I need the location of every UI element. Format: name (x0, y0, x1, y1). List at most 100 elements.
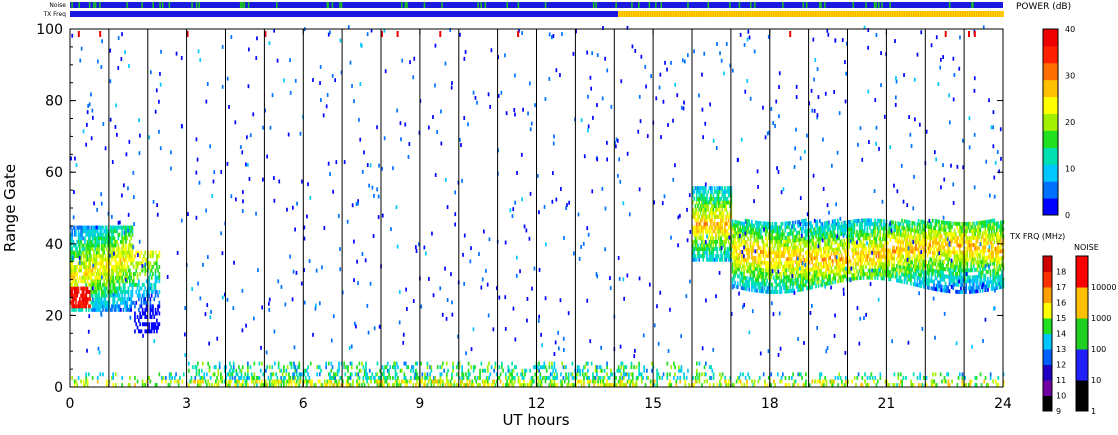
heatmap-cell (628, 376, 630, 380)
heatmap-cell (834, 222, 837, 227)
heatmap-cell (734, 227, 736, 232)
heatmap-cell (854, 251, 857, 256)
heatmap-cell (856, 276, 858, 281)
heatmap-cell (754, 256, 757, 261)
heatmap-cell (631, 372, 634, 377)
heatmap-cell (786, 221, 789, 226)
heatmap-cell (754, 288, 757, 293)
heatmap-cell (703, 243, 706, 248)
heatmap-cell (811, 274, 813, 279)
heatmap-cell (933, 233, 935, 238)
heatmap-cell (79, 250, 81, 255)
heatmap-cell (922, 277, 925, 282)
heatmap-cell (335, 383, 338, 387)
heatmap-cell (499, 372, 502, 377)
heatmap-cell (880, 262, 883, 266)
heatmap-cell (775, 282, 778, 287)
heatmap-cell (606, 361, 608, 366)
heatmap-cell (905, 219, 907, 224)
heatmap-cell (808, 228, 811, 233)
heatmap-cell (781, 221, 784, 226)
heatmap-cell (797, 277, 799, 282)
heatmap-cell (502, 383, 504, 387)
heatmap-cell (156, 329, 158, 334)
heatmap-cell (416, 376, 419, 380)
heatmap-cell (888, 234, 890, 239)
heatmap-cell (793, 383, 796, 387)
heatmap-cell (733, 269, 735, 274)
heatmap-cell (117, 225, 120, 230)
heatmap-cell (86, 286, 89, 291)
heatmap-cell (706, 243, 708, 248)
heatmap-cell (711, 207, 713, 212)
heatmap-cell (122, 265, 125, 269)
heatmap-cell (887, 248, 889, 253)
heatmap-cell (95, 275, 98, 280)
heatmap-cell (198, 383, 200, 387)
heatmap-cell (844, 224, 847, 229)
heatmap-cell (85, 379, 88, 384)
heatmap-cell (393, 365, 395, 370)
heatmap-cell (921, 270, 924, 274)
heatmap-cell (105, 272, 108, 276)
heatmap-cell (126, 307, 129, 312)
heatmap-cell (716, 257, 719, 262)
heatmap-cell (844, 220, 847, 225)
heatmap-cell (788, 383, 791, 387)
heatmap-cell (726, 222, 729, 226)
heatmap-cell (421, 372, 424, 377)
heatmap-cell (825, 224, 828, 229)
heatmap-cell (280, 383, 283, 387)
heatmap-cell (921, 280, 924, 285)
heatmap-cell (872, 236, 875, 241)
heatmap-cell (748, 266, 751, 270)
heatmap-cell (922, 241, 925, 246)
heatmap-cell (148, 265, 150, 269)
heatmap-cell (876, 272, 879, 277)
heatmap-cell (289, 361, 292, 366)
heatmap-cell (537, 365, 539, 370)
heatmap-cell (121, 225, 123, 230)
heatmap-cell (905, 376, 907, 380)
heatmap-cell (94, 290, 97, 294)
heatmap-cell (413, 372, 416, 377)
heatmap-cell (339, 376, 342, 380)
heatmap-cell (876, 258, 879, 262)
heatmap-cell (153, 329, 156, 334)
heatmap-cell (93, 254, 95, 259)
heatmap-cell (758, 253, 761, 258)
heatmap-cell (708, 214, 711, 219)
heatmap-cell (798, 252, 801, 256)
heatmap-cell (786, 260, 789, 265)
heatmap-cell (724, 236, 726, 241)
heatmap-cell (922, 248, 925, 253)
heatmap-cell (99, 257, 102, 262)
heatmap-cell (241, 379, 244, 384)
heatmap-cell (111, 254, 113, 259)
heatmap-cell (912, 250, 915, 254)
heatmap-cell (858, 236, 861, 241)
heatmap-cell (100, 243, 103, 248)
heatmap-cell (757, 256, 760, 261)
heatmap-cell (158, 311, 161, 316)
heatmap-cell (933, 261, 935, 266)
heatmap-cell (824, 275, 826, 279)
heatmap-cell (899, 243, 902, 248)
heatmap-cell (590, 361, 593, 366)
heatmap-cell (778, 257, 780, 262)
heatmap-cell (906, 244, 908, 249)
heatmap-cell (150, 293, 153, 298)
heatmap-cell (113, 279, 116, 284)
heatmap-cell (621, 383, 624, 387)
heatmap-cell (916, 240, 919, 245)
heatmap-cell (107, 243, 109, 248)
heatmap-cell (915, 236, 917, 241)
heatmap-cell (729, 254, 731, 259)
heatmap-cell (770, 383, 773, 387)
heatmap-cell (771, 236, 774, 241)
heatmap-cell (817, 283, 820, 288)
heatmap-cell (718, 207, 721, 212)
heatmap-cell (105, 239, 108, 244)
heatmap-cell (493, 368, 495, 373)
heatmap-cell (883, 222, 885, 227)
